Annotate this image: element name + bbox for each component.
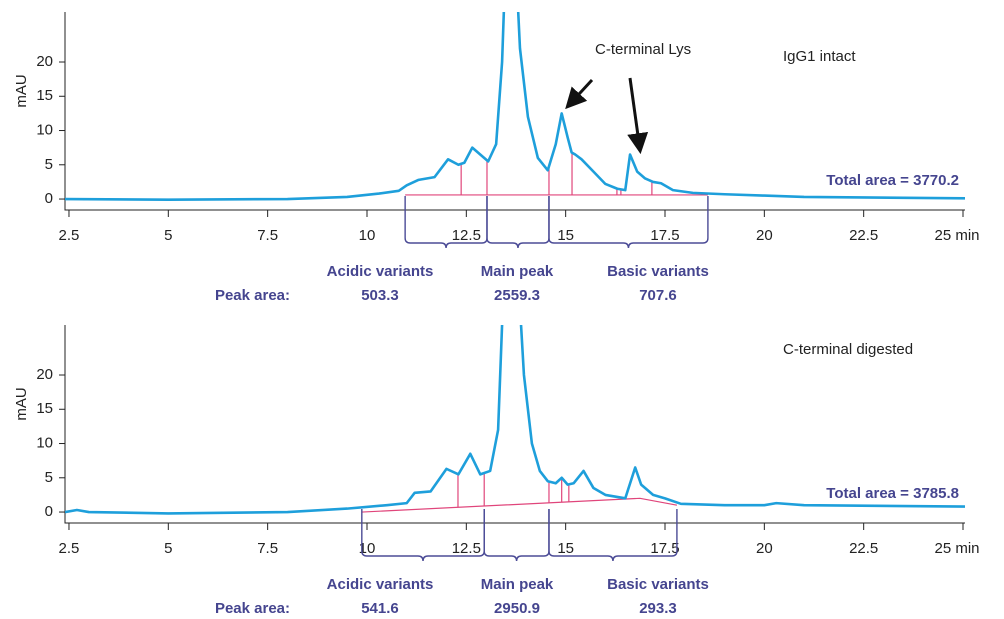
region-bracket [486,196,550,249]
region-name: Main peak [481,263,554,280]
x-tick-label: 20 [756,540,773,557]
arrow [565,78,594,110]
region-area: 293.3 [639,600,677,617]
x-tick-label: 22.5 [849,227,878,244]
region-area: 541.6 [361,600,399,617]
total-area: Total area = 3785.8 [826,485,959,502]
annotation: IgG1 intact [783,48,856,65]
region-area: 2559.3 [494,287,540,304]
region-bracket [548,196,709,249]
region-name: Basic variants [607,263,709,280]
region-bracket [404,196,488,249]
x-tick-label: 25 min [934,540,979,557]
region-bracket [361,509,485,562]
y-tick-label: 15 [36,400,53,417]
y-tick-label: 0 [45,190,53,207]
y-tick-label: 10 [36,121,53,138]
annotation: C-terminal digested [783,341,913,358]
x-tick-label: 25 min [934,227,979,244]
x-tick-label: 20 [756,227,773,244]
total-area: Total area = 3770.2 [826,172,959,189]
peak-area-label: Peak area: [215,600,290,617]
y-axis-label: mAU [13,74,30,107]
region-area: 707.6 [639,287,677,304]
y-tick-label: 5 [45,156,53,173]
region-name: Main peak [481,576,554,593]
integration-baseline [361,497,678,513]
region-area: 2950.9 [494,600,540,617]
y-axis-label: mAU [13,387,30,420]
x-tick-label: 10 [359,227,376,244]
y-tick-label: 20 [36,366,53,383]
x-tick-label: 15 [557,227,574,244]
region-area: 503.3 [361,287,399,304]
x-tick-label: 22.5 [849,540,878,557]
x-tick-label: 12.5 [452,540,481,557]
x-tick-label: 17.5 [650,540,679,557]
region-name: Basic variants [607,576,709,593]
y-tick-label: 10 [36,434,53,451]
trace [65,12,965,202]
annotation: C-terminal Lys [595,41,691,58]
trace [65,325,965,515]
x-tick-label: 7.5 [257,540,278,557]
x-tick-label: 2.5 [59,540,80,557]
x-tick-label: 5 [164,540,172,557]
x-tick-label: 10 [359,540,376,557]
peak-area-label: Peak area: [215,287,290,304]
x-tick-label: 2.5 [59,227,80,244]
y-tick-label: 20 [36,53,53,70]
x-tick-label: 15 [557,540,574,557]
y-tick-label: 5 [45,469,53,486]
x-tick-label: 12.5 [452,227,481,244]
region-bracket [548,509,678,562]
region-bracket [483,509,550,562]
region-name: Acidic variants [327,576,434,593]
x-tick-label: 7.5 [257,227,278,244]
arrow [627,77,649,155]
x-tick-label: 17.5 [650,227,679,244]
region-name: Acidic variants [327,263,434,280]
y-tick-label: 15 [36,87,53,104]
x-tick-label: 5 [164,227,172,244]
y-tick-label: 0 [45,503,53,520]
